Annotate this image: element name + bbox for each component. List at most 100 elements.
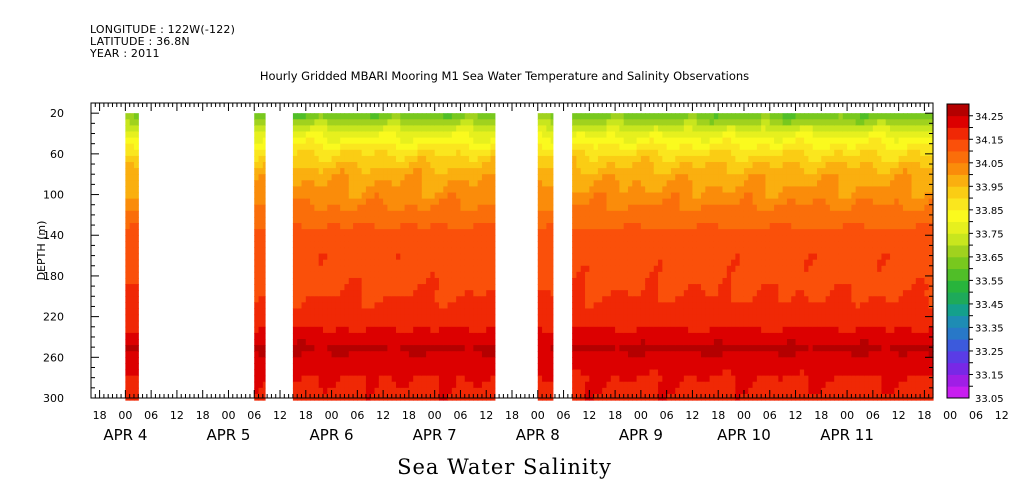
data-cell xyxy=(670,265,676,273)
data-cell xyxy=(585,131,590,139)
data-cell xyxy=(129,296,135,303)
data-cell xyxy=(408,369,414,377)
data-cell xyxy=(572,113,578,120)
data-cell xyxy=(748,210,754,218)
data-cell xyxy=(421,339,427,346)
data-cell xyxy=(430,265,436,273)
data-cell xyxy=(666,271,672,279)
data-cell xyxy=(387,204,393,212)
data-cell xyxy=(254,168,260,175)
data-cell xyxy=(477,186,483,194)
data-cell xyxy=(426,229,431,236)
data-cell xyxy=(619,302,625,310)
data-cell xyxy=(602,131,608,139)
data-cell xyxy=(726,332,732,340)
data-cell xyxy=(374,345,380,352)
data-cell xyxy=(460,302,466,310)
data-cell xyxy=(726,302,732,310)
data-cell xyxy=(460,314,466,322)
data-cell xyxy=(258,125,264,133)
data-cell xyxy=(705,345,711,352)
data-cell xyxy=(464,387,470,395)
data-cell xyxy=(335,186,341,194)
data-cell xyxy=(739,143,745,151)
data-cell xyxy=(537,332,543,340)
data-cell xyxy=(477,131,483,139)
data-cell xyxy=(627,229,633,236)
data-cell xyxy=(632,119,638,126)
data-cell xyxy=(576,210,582,218)
data-cell xyxy=(782,155,788,163)
data-cell xyxy=(778,229,784,236)
data-cell xyxy=(133,345,139,352)
data-cell xyxy=(447,308,453,316)
data-cell xyxy=(254,363,260,371)
data-cell xyxy=(417,137,423,145)
data-cell xyxy=(675,314,681,322)
data-cell xyxy=(542,247,547,255)
data-cell xyxy=(417,326,423,334)
data-cell xyxy=(692,277,698,285)
data-cell xyxy=(331,180,337,188)
data-cell xyxy=(374,393,380,401)
data-cell xyxy=(430,302,436,310)
data-cell xyxy=(387,125,393,133)
data-cell xyxy=(322,320,328,328)
data-cell xyxy=(701,192,706,200)
data-cell xyxy=(615,308,620,316)
data-cell xyxy=(537,326,543,334)
data-cell xyxy=(585,363,590,371)
data-cell xyxy=(456,332,462,340)
data-cell xyxy=(743,210,749,218)
data-cell xyxy=(743,229,749,236)
data-cell xyxy=(636,363,642,371)
data-cell xyxy=(258,155,264,163)
data-cell xyxy=(593,247,599,255)
data-cell xyxy=(426,308,431,316)
data-cell xyxy=(447,149,453,157)
data-cell xyxy=(705,198,711,206)
data-cell xyxy=(739,216,745,224)
data-cell xyxy=(391,247,397,255)
data-cell xyxy=(778,216,784,224)
data-cell xyxy=(374,339,380,346)
data-cell xyxy=(739,174,745,181)
data-cell xyxy=(469,113,474,120)
data-cell xyxy=(344,180,350,188)
data-cell xyxy=(537,271,543,279)
data-cell xyxy=(434,253,440,261)
data-cell xyxy=(632,387,638,395)
data-cell xyxy=(125,198,131,206)
data-cell xyxy=(593,277,599,285)
data-cell xyxy=(357,375,363,383)
data-cell xyxy=(443,265,449,273)
data-cell xyxy=(580,345,586,352)
data-cell xyxy=(340,155,346,163)
data-cell xyxy=(632,137,638,145)
data-cell xyxy=(537,149,543,157)
data-cell xyxy=(473,253,479,261)
data-cell xyxy=(615,223,620,230)
data-cell xyxy=(391,149,397,157)
data-cell xyxy=(314,119,320,126)
data-cell xyxy=(615,155,620,163)
data-cell xyxy=(696,271,702,279)
data-cell xyxy=(731,277,736,285)
data-cell xyxy=(322,223,328,230)
data-cell xyxy=(589,271,595,279)
data-cell xyxy=(709,198,715,206)
data-cell xyxy=(353,290,358,297)
data-cell xyxy=(481,235,487,242)
data-cell xyxy=(675,113,681,120)
data-cell xyxy=(408,143,414,151)
data-cell xyxy=(434,375,440,383)
data-cell xyxy=(585,345,590,352)
data-cell xyxy=(731,284,736,291)
data-cell xyxy=(572,308,578,316)
data-cell xyxy=(387,357,393,365)
data-cell xyxy=(756,302,762,310)
data-cell xyxy=(679,308,685,316)
data-cell xyxy=(692,210,698,218)
data-cell xyxy=(344,369,350,377)
data-cell xyxy=(361,174,367,181)
